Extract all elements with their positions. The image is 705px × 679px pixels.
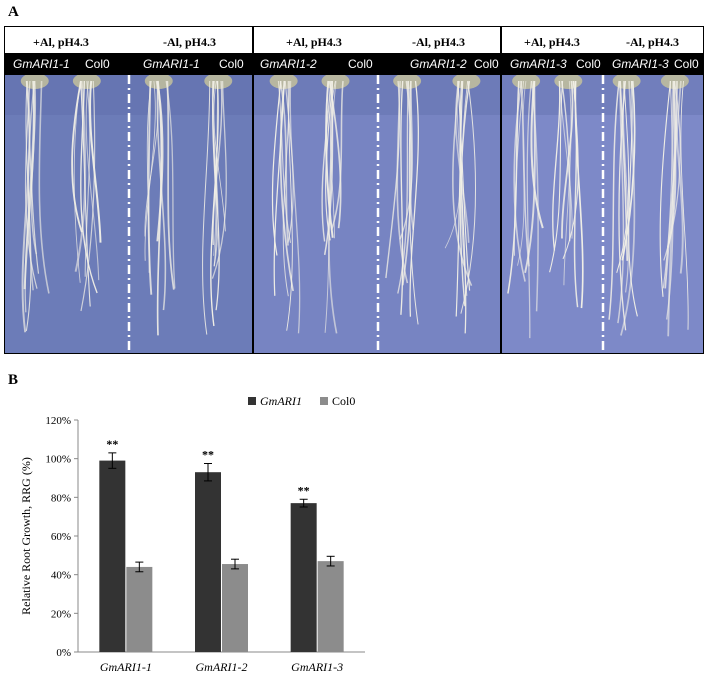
- genotype-label: Col0: [348, 57, 373, 71]
- genotype-label: Col0: [474, 57, 499, 71]
- error-bar: [326, 555, 335, 567]
- y-tick-label: 120%: [45, 415, 71, 427]
- x-tick-label: GmARI1-2: [196, 660, 248, 674]
- root-growth-bar-chart: 0% 20% 40% 60% 80% 100% 120% Relative Root Grow…: [19, 394, 365, 674]
- legend-label: GmARI1: [260, 394, 302, 408]
- root-cluster: [71, 75, 102, 312]
- legend-item: Col0: [320, 394, 355, 408]
- genotype-label: GmARI1-1: [143, 57, 200, 71]
- photo-panel-3: +Al, pH4.3 -Al, pH4.3 GmARI1-3 Col0 GmAR…: [502, 27, 703, 353]
- plate-photo-3: [502, 75, 703, 353]
- condition-label-no-al: -Al, pH4.3: [626, 35, 680, 49]
- condition-row: +Al, pH4.3 -Al, pH4.3: [5, 27, 253, 53]
- significance-marker: **: [202, 448, 214, 462]
- root-cluster: [659, 75, 689, 337]
- genotype-row: GmARI1-1 Col0 GmARI1-1 Col0: [5, 53, 253, 75]
- y-tick-label: 20%: [51, 608, 71, 620]
- genotype-label: Col0: [85, 57, 110, 71]
- bar-col0: [317, 561, 344, 652]
- root-cluster: [549, 75, 584, 309]
- legend-swatch: [320, 397, 328, 405]
- panel-b-letter: B: [8, 372, 19, 388]
- panel-a-letter: A: [8, 4, 19, 20]
- error-bar: [299, 498, 308, 508]
- root-cluster: [144, 75, 176, 336]
- y-tick-label: 100%: [45, 454, 71, 466]
- root-cluster: [269, 75, 301, 334]
- photo-panel-1: +Al, pH4.3 -Al, pH4.3 GmARI1-1 Col0 GmAR…: [5, 27, 253, 353]
- root-cluster: [507, 75, 544, 339]
- error-bar: [231, 558, 239, 570]
- x-tick-label: GmARI1-3: [291, 660, 343, 674]
- genotype-row: GmARI1-3 Col0 GmARI1-3 Col0: [502, 53, 703, 75]
- root-cluster: [20, 75, 50, 333]
- photo-panel-2: +Al, pH4.3 -Al, pH4.3 GmARI1-2 Col0 GmAR…: [254, 27, 501, 353]
- genotype-label: Col0: [576, 57, 601, 71]
- bar-gmari1: [290, 503, 317, 652]
- panel-divider: [500, 27, 502, 353]
- genotype-label: GmARI1-1: [13, 57, 70, 71]
- root-cluster: [608, 75, 641, 336]
- condition-label-no-al: -Al, pH4.3: [163, 35, 217, 49]
- y-tick-label: 0%: [56, 647, 71, 659]
- condition-row: +Al, pH4.3 -Al, pH4.3: [254, 27, 501, 53]
- condition-label-al: +Al, pH4.3: [286, 35, 342, 49]
- legend-label: Col0: [332, 394, 355, 408]
- root-photo-figure: +Al, pH4.3 -Al, pH4.3 GmARI1-1 Col0 GmAR…: [4, 26, 704, 354]
- plate-photo-2: [254, 75, 501, 353]
- bar-gmari1: [99, 460, 126, 652]
- genotype-row: GmARI1-2 Col0 GmARI1-2 Col0: [254, 53, 501, 75]
- significance-marker: **: [298, 483, 310, 497]
- genotype-label: GmARI1-3: [510, 57, 567, 71]
- condition-row: +Al, pH4.3 -Al, pH4.3: [502, 27, 703, 53]
- x-tick-label: GmARI1-1: [100, 660, 152, 674]
- y-tick-label: 40%: [51, 570, 71, 582]
- bar-col0: [126, 566, 153, 652]
- root-cluster: [385, 75, 422, 325]
- genotype-label: GmARI1-2: [260, 57, 317, 71]
- condition-label-no-al: -Al, pH4.3: [412, 35, 466, 49]
- genotype-label: Col0: [219, 57, 244, 71]
- bar-col0: [222, 564, 248, 652]
- significance-marker: **: [106, 437, 118, 451]
- panel-divider: [252, 27, 254, 353]
- root-cluster: [321, 75, 350, 334]
- root-cluster: [444, 75, 481, 334]
- error-bar: [204, 463, 212, 482]
- legend-swatch: [248, 397, 256, 405]
- condition-label-al: +Al, pH4.3: [33, 35, 89, 49]
- legend-item: GmARI1: [248, 394, 302, 408]
- root-cluster: [202, 75, 233, 335]
- y-axis-label: Relative Root Growth, RRG (%): [19, 457, 33, 615]
- bar-gmari1: [195, 472, 221, 652]
- y-tick-label: 60%: [51, 531, 71, 543]
- condition-label-al: +Al, pH4.3: [524, 35, 580, 49]
- plate-photo-1: [5, 75, 253, 353]
- genotype-label: GmARI1-3: [612, 57, 669, 71]
- error-bar: [108, 452, 117, 469]
- genotype-label: Col0: [674, 57, 699, 71]
- genotype-label: GmARI1-2: [410, 57, 467, 71]
- y-tick-label: 80%: [51, 492, 71, 504]
- error-bar: [135, 561, 144, 573]
